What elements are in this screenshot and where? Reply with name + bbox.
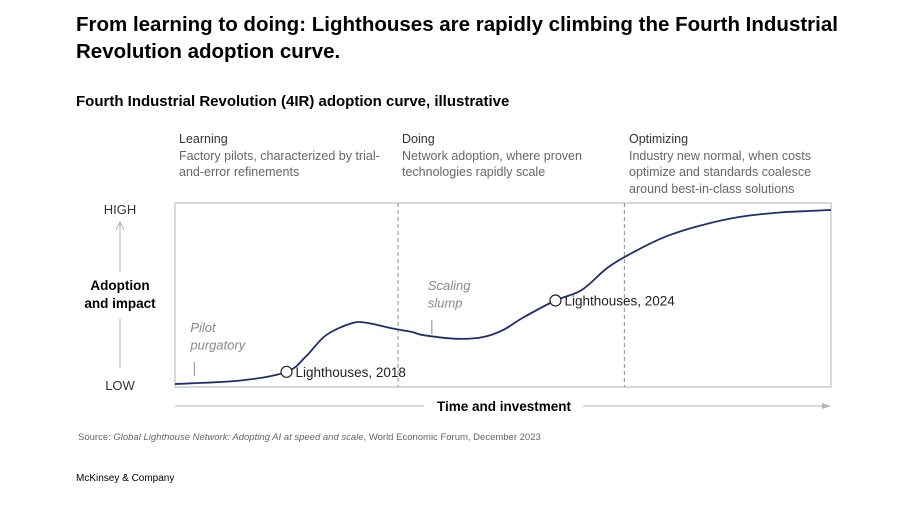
x-axis-arrow-head <box>822 403 831 409</box>
chart-subtitle: Fourth Industrial Revolution (4IR) adopt… <box>76 93 510 110</box>
source-note: Source: Global Lighthouse Network: Adopt… <box>78 432 541 443</box>
y-axis-high-label: HIGH <box>104 202 137 217</box>
publisher-logo-text: McKinsey & Company <box>76 473 175 484</box>
adoption-curve-line <box>174 209 832 385</box>
y-axis-low-label: LOW <box>105 378 135 393</box>
source-title: Global Lighthouse Network: Adopting AI a… <box>113 432 364 443</box>
y-axis-title-line-1: Adoption <box>90 278 149 293</box>
phase-doing: Doing Network adoption, where proven tec… <box>402 131 612 181</box>
annotation-text: slump <box>428 296 463 311</box>
curve-markers: Lighthouses, 2018 Lighthouses, 2024 <box>280 293 675 380</box>
lighthouse-marker <box>549 294 562 307</box>
phase-description: Factory pilots, characterized by trial-a… <box>179 148 380 180</box>
phase-name: Optimizing <box>629 132 689 146</box>
curve-annotations: Pilot purgatory Scaling slump <box>189 278 471 376</box>
lighthouse-marker-label: Lighthouses, 2018 <box>296 365 406 380</box>
phase-name: Doing <box>402 132 435 146</box>
y-axis-arrow-up-head <box>115 220 125 231</box>
annotation-text: purgatory <box>189 337 246 352</box>
annotation-text: Pilot <box>190 320 217 335</box>
phase-name: Learning <box>179 132 228 146</box>
phase-learning: Learning Factory pilots, characterized b… <box>179 131 389 181</box>
plot-frame <box>174 202 832 388</box>
chart-title: From learning to doing: Lighthouses are … <box>76 13 838 63</box>
y-axis-title-line-2: and impact <box>84 296 156 311</box>
phase-description: Network adoption, where proven technolog… <box>402 148 582 180</box>
lighthouse-marker <box>280 365 293 378</box>
source-suffix: , World Economic Forum, December 2023 <box>363 432 541 443</box>
lighthouse-marker-label: Lighthouses, 2024 <box>564 293 675 308</box>
phase-description: Industry new normal, when costs optimize… <box>629 148 812 196</box>
annotation-text: Scaling <box>428 278 471 293</box>
phase-optimizing: Optimizing Industry new normal, when cos… <box>629 131 839 197</box>
source-prefix: Source: <box>78 432 114 443</box>
x-axis-title: Time and investment <box>437 399 572 414</box>
